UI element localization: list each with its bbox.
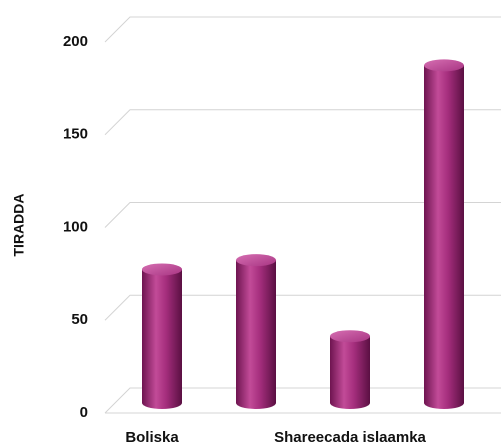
y-tick-label: 0 xyxy=(80,404,88,421)
y-tick-label: 50 xyxy=(71,311,88,328)
bar-body xyxy=(330,336,370,409)
bar-body xyxy=(142,269,182,409)
bar-body xyxy=(424,65,464,409)
grid-line xyxy=(104,202,501,228)
x-tick-label: Boliska xyxy=(125,429,179,446)
grid-line xyxy=(104,109,501,136)
bar-body xyxy=(236,260,276,409)
bar-top xyxy=(236,254,276,267)
bar xyxy=(330,330,370,409)
bar-top xyxy=(330,330,370,343)
bar xyxy=(236,254,276,409)
y-tick-label: 150 xyxy=(63,126,88,143)
grid-line xyxy=(104,294,501,321)
y-tick-label: 200 xyxy=(63,33,88,50)
x-tick-label: Shareecada islaamka xyxy=(274,429,426,446)
bar xyxy=(424,59,464,409)
grid-line xyxy=(104,387,501,414)
y-axis-label: TIRADDA xyxy=(11,194,27,257)
y-tick-label: 100 xyxy=(63,218,88,235)
grid-line xyxy=(104,16,501,43)
bar xyxy=(142,263,182,409)
bar-top xyxy=(424,59,464,72)
bar-top xyxy=(142,263,182,276)
